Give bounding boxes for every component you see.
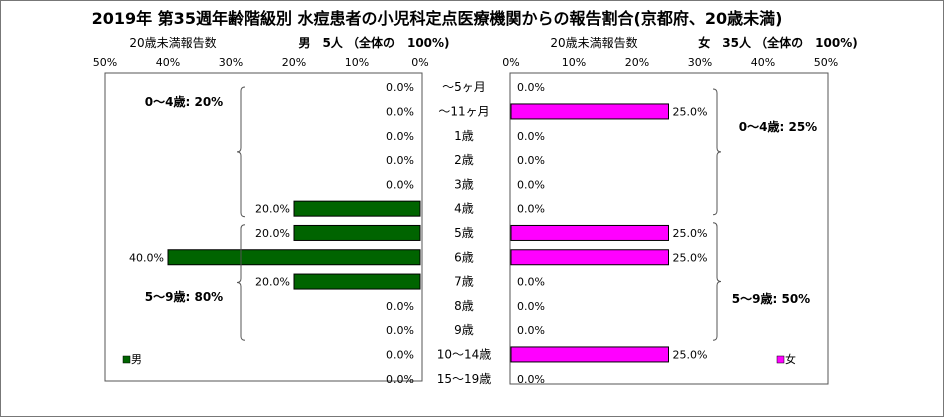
female-value-label: 0.0% [517,300,545,313]
female-axis-tick: 30% [688,56,712,69]
male-header: 男 5人 （全体の 100%) [298,35,449,50]
female-value-label: 25.0% [673,348,708,361]
male-value-label: 0.0% [386,300,414,313]
female-value-label: 0.0% [517,130,545,143]
group-brace [712,88,722,216]
category-label: 2歳 [454,153,474,167]
male-axis-tick: 40% [156,56,180,69]
female-value-label: 25.0% [673,251,708,264]
female-value-label: 0.0% [517,178,545,191]
male-annotation-0-4: 0～4歳: 20% [145,94,223,109]
male-value-label: 0.0% [386,105,414,118]
category-label: 7歳 [454,275,474,289]
male-value-label: 0.0% [386,324,414,337]
male-value-label: 0.0% [386,348,414,361]
male-bar [293,200,421,217]
category-label: 1歳 [454,129,474,143]
male-bar [293,273,421,290]
male-value-label: 0.0% [386,154,414,167]
group-brace [236,86,246,218]
female-value-label: 0.0% [517,373,545,386]
male-value-label: 0.0% [386,81,414,94]
category-label: ～5ヶ月 [442,80,486,94]
male-bar [167,249,421,266]
male-value-label: 0.0% [386,178,414,191]
female-bar [510,224,669,241]
male-subtitle: 20歳未満報告数 [129,35,216,50]
female-value-label: 0.0% [517,276,545,289]
male-value-label: 40.0% [129,251,164,264]
male-value-label: 0.0% [386,130,414,143]
male-axis-tick: 0% [411,56,428,69]
chart-title: 2019年 第35週年齢階級別 水痘患者の小児科定点医療機関からの報告割合(京都… [92,9,783,28]
male-axis-tick: 30% [219,56,243,69]
category-label: 8歳 [454,299,474,313]
legend-female-label: 女 [785,352,796,366]
male-axis-tick: 20% [282,56,306,69]
female-value-label: 0.0% [517,154,545,167]
female-value-label: 0.0% [517,324,545,337]
category-label: 15～19歳 [437,372,492,386]
category-label: ～11ヶ月 [438,104,489,118]
group-brace [236,224,246,341]
female-axis-tick: 40% [751,56,775,69]
female-annotation-5-9: 5～9歳: 50% [732,291,810,306]
male-axis-tick: 50% [93,56,117,69]
female-subtitle: 20歳未満報告数 [550,35,637,50]
category-label: 6歳 [454,250,474,264]
female-axis-tick: 20% [625,56,649,69]
category-label: 9歳 [454,323,474,337]
category-label: 10～14歳 [437,347,492,361]
female-value-label: 0.0% [517,203,545,216]
female-axis-tick: 0% [502,56,519,69]
female-value-label: 25.0% [673,105,708,118]
legend-female-swatch [776,355,785,364]
female-header: 女 35人 （全体の 100%) [698,35,857,50]
male-value-label: 20.0% [255,227,290,240]
male-value-label: 0.0% [386,373,414,386]
female-value-label: 25.0% [673,227,708,240]
female-bar [510,346,669,363]
male-value-label: 20.0% [255,203,290,216]
male-value-label: 20.0% [255,276,290,289]
female-value-label: 0.0% [517,81,545,94]
legend-male-label: 男 [131,353,142,366]
female-annotation-0-4: 0～4歳: 25% [739,119,817,134]
category-label: 4歳 [454,202,474,216]
male-axis-tick: 10% [345,56,369,69]
female-bar [510,103,669,120]
category-label: 5歳 [454,226,474,240]
male-annotation-5-9: 5～9歳: 80% [145,289,223,304]
group-brace [712,222,722,341]
legend-male-swatch [122,355,131,364]
female-axis-tick: 10% [562,56,586,69]
male-bar [293,224,421,241]
category-label: 3歳 [454,177,474,191]
female-bar [510,249,669,266]
female-axis-tick: 50% [814,56,838,69]
